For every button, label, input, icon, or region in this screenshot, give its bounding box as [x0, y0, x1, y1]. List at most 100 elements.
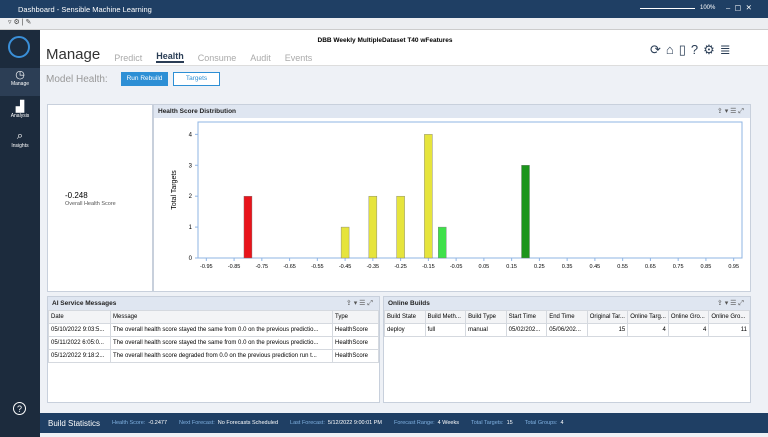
column-header: Build Meth...	[424, 310, 467, 324]
header: DBB Weekly MultipleDataset T40 wFeatures…	[40, 30, 768, 66]
x-tick-label: 0.95	[728, 264, 739, 270]
nav-item[interactable]: ▟ Analysis	[0, 100, 40, 119]
y-tick-label: 4	[189, 132, 193, 138]
cell: The overall health score degraded from 0…	[110, 349, 333, 363]
help[interactable]: ?	[13, 402, 26, 415]
column-header: Online Gro...	[667, 310, 710, 324]
status-value: 15	[506, 420, 513, 426]
tab[interactable]: Predict	[114, 53, 143, 63]
column-header: Build State	[384, 310, 426, 324]
panel-title: AI Service Messages	[48, 297, 379, 310]
status-label: Total Groups:	[524, 420, 558, 426]
status-label: Health Score:	[112, 420, 146, 426]
cell: HealthScore	[332, 323, 379, 337]
header-row: Build State Build Meth... Build Type Start …	[384, 310, 750, 324]
x-tick-label: 0.05	[479, 264, 490, 270]
button[interactable]: Run Rebuild	[121, 72, 168, 86]
x-tick-label: -0.55	[311, 264, 324, 270]
x-tick-label: -0.95	[200, 264, 213, 270]
zoom[interactable]: 100%	[700, 5, 716, 11]
model-name: DBB Weekly MultipleDataset T40 wFeatures	[317, 37, 453, 44]
nav-item[interactable]: ⌕ Insights	[0, 130, 40, 149]
tab[interactable]: Health	[156, 51, 184, 63]
y-tick-label: 0	[189, 256, 193, 262]
y-tick-label: 3	[189, 163, 193, 169]
status-value: 4 Weeks	[437, 420, 459, 426]
status-label: Forecast Range:	[394, 420, 435, 426]
column-header: End Time	[546, 310, 588, 324]
tab[interactable]: Consume	[197, 53, 237, 63]
cell: 4	[667, 323, 710, 337]
content: Model Health: Run Rebuild Targets -0.248…	[40, 66, 768, 437]
y-axis-label: Total Targets	[171, 170, 178, 210]
row: deploy full manual 05/02/202... 05/06/202...…	[384, 323, 750, 337]
status-item: Next Forecast: No Forecasts Scheduled	[179, 420, 278, 426]
column-header: Start Time	[505, 310, 548, 324]
status-item: Health Score: -0.2477	[112, 420, 167, 426]
x-tick-label: 0.35	[562, 264, 573, 270]
window-title: Dashboard - Sensible Machine Learning	[18, 5, 152, 14]
status-item: Last Forecast: 5/12/2022 9:00:01 PM	[290, 420, 382, 426]
tab[interactable]: Audit	[250, 53, 271, 63]
header-row: Date Message Type	[48, 310, 379, 324]
x-tick-label: 0.85	[701, 264, 712, 270]
button[interactable]: Targets	[173, 72, 220, 86]
header-icons[interactable]: ⟳⌂▯?⚙≣	[650, 42, 736, 57]
builds-panel: Online Builds ⇪ ▾ ☰ ⤢ Build State Build M…	[383, 296, 751, 403]
status-label: Last Forecast:	[290, 420, 325, 426]
bar	[521, 165, 530, 259]
column-header: Type	[332, 310, 379, 324]
messages-table: Date Message Type 05/10/2022 9:03:5... The o…	[48, 310, 379, 363]
builds-table: Build State Build Meth... Build Type Start …	[384, 310, 750, 337]
window-controls[interactable]: – ▢ ✕	[726, 3, 752, 12]
cell: deploy	[384, 323, 426, 337]
x-tick-label: -0.15	[422, 264, 435, 270]
nav-label: Insights	[11, 143, 29, 149]
cell: 05/06/202...	[546, 323, 588, 337]
plot-border	[197, 121, 743, 259]
bar	[243, 195, 253, 259]
x-tick-label: 0.25	[534, 264, 545, 270]
column-header: Online Gro...	[708, 310, 750, 324]
panel-tools[interactable]: ⇪ ▾ ☰ ⤢	[345, 300, 373, 307]
title-bar: Dashboard - Sensible Machine Learning 10…	[0, 0, 768, 18]
panel-tools[interactable]: ⇪ ▾ ☰ ⤢	[716, 300, 744, 307]
bar	[368, 195, 378, 259]
x-tick-label: 0.15	[506, 264, 517, 270]
panel-tools[interactable]: ⇪ ▾ ☰ ⤢	[716, 108, 744, 115]
status-label: Next Forecast:	[179, 420, 215, 426]
quick-toolbar[interactable]: ▿ ⚙ | ✎	[0, 18, 768, 30]
bar	[340, 226, 350, 259]
panel-title: Health Score Distribution	[154, 105, 750, 118]
status-item: Total Targets: 15	[471, 420, 513, 426]
cell: The overall health score stayed the same…	[110, 336, 333, 350]
status-item: Forecast Range: 4 Weeks	[394, 420, 459, 426]
bar	[438, 226, 447, 259]
x-tick-label: -0.45	[339, 264, 352, 270]
x-tick-label: 0.45	[590, 264, 601, 270]
cell: manual	[465, 323, 507, 337]
row: 05/10/2022 9:03:5... The overall health s…	[48, 323, 379, 337]
zoom-slider[interactable]	[640, 8, 695, 9]
row: 05/12/2022 9:18:2... The overall health s…	[48, 349, 379, 363]
row: 05/11/2022 6:05:0... The overall health s…	[48, 336, 379, 350]
y-tick-label: 1	[189, 225, 193, 231]
cell: 05/12/2022 9:18:2...	[48, 349, 111, 363]
tab[interactable]: Manage	[46, 46, 101, 63]
nav-label: Analysis	[10, 113, 30, 119]
nav-item[interactable]: ◷ Manage	[0, 68, 40, 96]
x-tick-label: -0.35	[367, 264, 380, 270]
logo	[8, 36, 30, 58]
sidebar: ◷ Manage ▟ Analysis ⌕ Insights ?	[0, 30, 40, 437]
status-value: 4	[560, 420, 564, 426]
tab[interactable]: Events	[284, 53, 313, 63]
y-tick-label: 2	[189, 194, 193, 200]
x-tick-label: -0.05	[450, 264, 463, 270]
status-value: No Forecasts Scheduled	[217, 420, 279, 426]
status-bar: Build Statistics Health Score: -0.2477 Nex…	[40, 413, 768, 433]
messages-panel: AI Service Messages ⇪ ▾ ☰ ⤢ Date Message T…	[47, 296, 380, 403]
cell: full	[424, 323, 467, 337]
x-tick-label: 0.65	[645, 264, 656, 270]
column-header: Date	[48, 310, 111, 324]
column-header: Original Tar...	[586, 310, 629, 324]
